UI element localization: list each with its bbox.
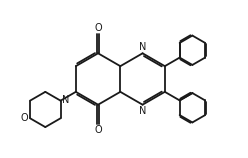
Text: N: N bbox=[139, 42, 146, 52]
Text: N: N bbox=[62, 95, 69, 105]
Text: O: O bbox=[21, 113, 28, 123]
Text: N: N bbox=[139, 106, 146, 116]
Text: O: O bbox=[94, 23, 102, 33]
Text: O: O bbox=[94, 125, 102, 135]
